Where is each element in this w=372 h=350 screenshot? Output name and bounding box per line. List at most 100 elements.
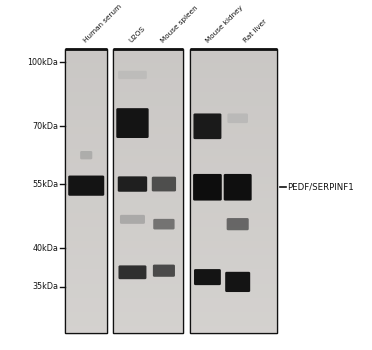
Bar — [190, 270, 277, 276]
Bar — [65, 63, 108, 71]
Bar — [65, 298, 108, 305]
FancyBboxPatch shape — [227, 218, 249, 230]
Bar — [65, 326, 108, 333]
Bar — [190, 49, 277, 56]
Bar — [113, 63, 183, 71]
Bar — [113, 270, 183, 276]
Bar — [190, 149, 277, 156]
Bar — [65, 92, 108, 99]
Bar — [190, 156, 277, 163]
Bar — [65, 184, 108, 191]
Bar — [113, 220, 183, 227]
Bar — [190, 227, 277, 234]
Bar — [113, 284, 183, 290]
Bar — [65, 270, 108, 276]
Bar — [190, 234, 277, 241]
Bar — [190, 212, 277, 220]
FancyBboxPatch shape — [193, 113, 221, 139]
Bar — [65, 149, 108, 156]
Bar — [190, 163, 277, 170]
Text: Rat liver: Rat liver — [242, 18, 267, 43]
Text: 100kDa: 100kDa — [28, 58, 58, 66]
Bar — [190, 49, 277, 333]
Text: 35kDa: 35kDa — [32, 282, 58, 291]
Bar — [113, 290, 183, 298]
FancyBboxPatch shape — [116, 108, 149, 138]
Bar — [65, 205, 108, 212]
FancyBboxPatch shape — [227, 113, 248, 123]
Text: U2OS: U2OS — [128, 25, 146, 43]
Bar — [113, 49, 183, 56]
Bar — [190, 312, 277, 319]
Bar — [113, 134, 183, 141]
FancyBboxPatch shape — [80, 151, 92, 159]
Bar — [65, 141, 108, 149]
Bar — [65, 134, 108, 141]
Bar — [190, 284, 277, 290]
Bar — [65, 191, 108, 198]
Bar — [190, 298, 277, 305]
Bar — [113, 113, 183, 120]
Bar — [190, 85, 277, 92]
Bar — [65, 312, 108, 319]
Bar — [113, 141, 183, 149]
Bar — [113, 149, 183, 156]
Bar — [113, 184, 183, 191]
Bar — [113, 170, 183, 177]
Bar — [113, 312, 183, 319]
FancyBboxPatch shape — [120, 215, 145, 224]
Bar — [65, 305, 108, 312]
Bar — [190, 205, 277, 212]
FancyBboxPatch shape — [68, 176, 104, 196]
FancyBboxPatch shape — [119, 265, 147, 279]
Bar — [113, 248, 183, 255]
Bar — [65, 262, 108, 270]
Bar — [65, 227, 108, 234]
Bar — [190, 134, 277, 141]
Bar — [65, 113, 108, 120]
Bar — [190, 78, 277, 85]
Bar — [65, 106, 108, 113]
Bar — [190, 92, 277, 99]
FancyBboxPatch shape — [118, 176, 147, 192]
Bar — [190, 99, 277, 106]
Bar — [65, 290, 108, 298]
Bar — [113, 326, 183, 333]
Bar — [65, 284, 108, 290]
Bar — [65, 212, 108, 220]
Bar — [65, 276, 108, 284]
Bar — [65, 49, 108, 56]
Bar — [190, 319, 277, 326]
Bar — [190, 113, 277, 120]
Bar — [113, 106, 183, 113]
FancyBboxPatch shape — [225, 272, 250, 292]
Bar — [190, 141, 277, 149]
Bar — [113, 227, 183, 234]
Bar — [65, 120, 108, 127]
Bar — [65, 78, 108, 85]
Bar — [113, 163, 183, 170]
Bar — [190, 63, 277, 71]
FancyBboxPatch shape — [193, 174, 222, 201]
Text: 40kDa: 40kDa — [33, 244, 58, 253]
Bar — [190, 290, 277, 298]
Bar — [113, 205, 183, 212]
Bar — [190, 220, 277, 227]
Bar — [113, 255, 183, 262]
Bar — [113, 49, 183, 333]
Bar — [190, 49, 277, 333]
Bar — [190, 241, 277, 248]
Bar — [190, 177, 277, 184]
Bar — [190, 71, 277, 78]
Bar — [113, 319, 183, 326]
Bar — [113, 262, 183, 270]
Bar — [113, 276, 183, 284]
Bar — [190, 248, 277, 255]
Text: PEDF/SERPINF1: PEDF/SERPINF1 — [287, 183, 354, 192]
Bar — [190, 326, 277, 333]
Bar — [113, 156, 183, 163]
Bar — [65, 248, 108, 255]
Bar — [113, 212, 183, 220]
Bar — [113, 99, 183, 106]
Bar — [113, 49, 183, 333]
